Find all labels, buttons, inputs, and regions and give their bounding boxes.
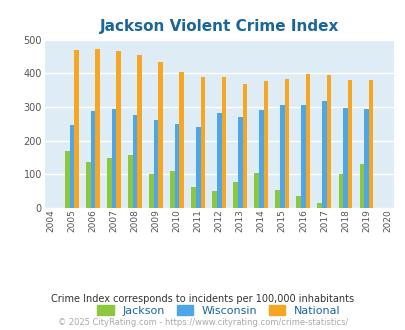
Bar (95, 50, 100, 208)
Text: © 2025 CityRating.com - https://www.cityrating.com/crime-statistics/: © 2025 CityRating.com - https://www.city… (58, 318, 347, 327)
Bar (275, 190, 279, 208)
Bar (86, 162, 90, 208)
Bar (137, 55, 142, 208)
Bar (153, 120, 158, 208)
Bar (70, 125, 74, 208)
Bar (132, 115, 137, 208)
Bar (368, 80, 373, 208)
Bar (296, 196, 301, 208)
Bar (90, 111, 95, 208)
Bar (221, 77, 226, 208)
Bar (195, 127, 200, 208)
Bar (216, 113, 221, 208)
Bar (254, 173, 258, 208)
Legend: Jackson, Wisconsin, National: Jackson, Wisconsin, National (93, 301, 345, 321)
Bar (128, 155, 132, 208)
Bar (74, 50, 79, 208)
Bar (111, 109, 116, 208)
Bar (305, 74, 309, 208)
Bar (179, 72, 183, 208)
Bar (107, 158, 111, 208)
Bar (359, 164, 363, 208)
Bar (158, 62, 163, 208)
Bar (200, 77, 205, 208)
Bar (175, 124, 179, 208)
Bar (233, 182, 237, 208)
Bar (363, 109, 368, 208)
Bar (170, 171, 175, 208)
Bar (301, 105, 305, 208)
Bar (191, 187, 195, 208)
Bar (284, 79, 289, 208)
Bar (347, 80, 352, 208)
Bar (338, 174, 342, 208)
Bar (263, 81, 268, 208)
Bar (237, 117, 242, 208)
Bar (116, 51, 121, 208)
Bar (317, 203, 321, 208)
Title: Jackson Violent Crime Index: Jackson Violent Crime Index (99, 19, 338, 34)
Bar (326, 75, 330, 208)
Bar (212, 191, 216, 208)
Bar (321, 101, 326, 208)
Bar (242, 84, 247, 208)
Bar (149, 174, 153, 208)
Bar (65, 151, 70, 208)
Bar (258, 110, 263, 208)
Text: Crime Index corresponds to incidents per 100,000 inhabitants: Crime Index corresponds to incidents per… (51, 294, 354, 304)
Bar (279, 105, 284, 208)
Bar (342, 108, 347, 208)
